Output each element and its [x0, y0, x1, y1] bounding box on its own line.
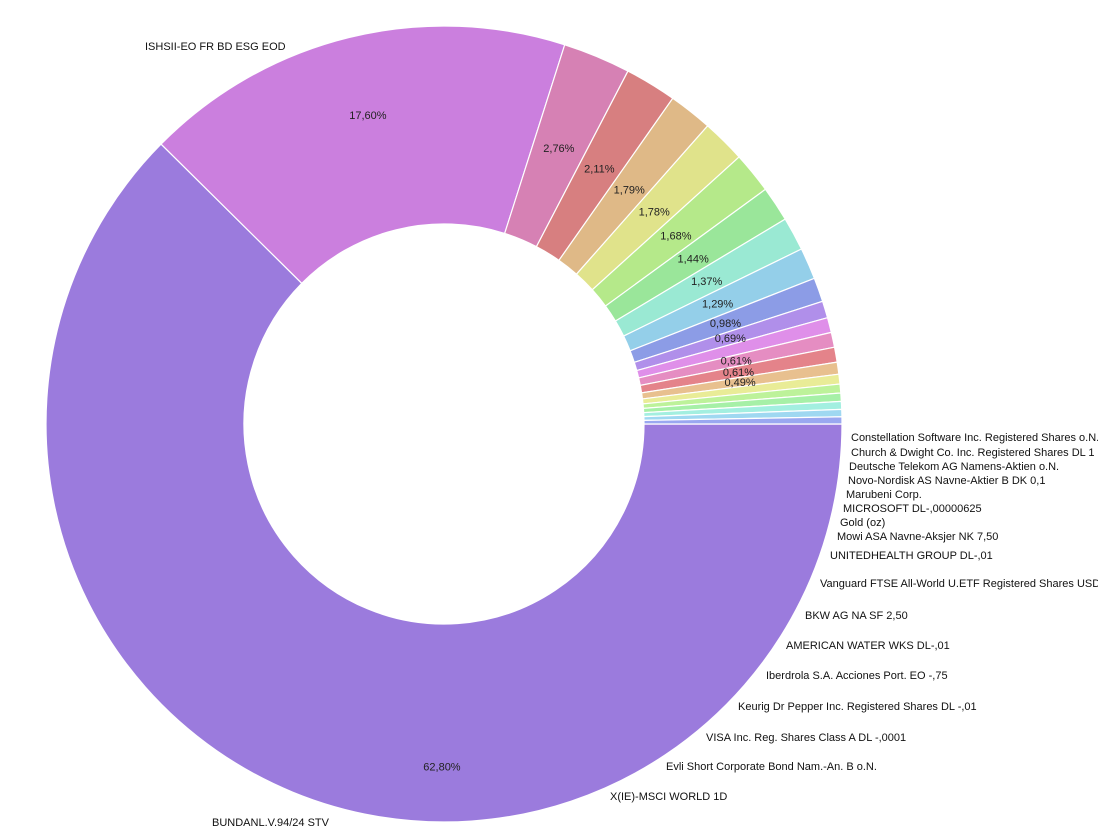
name-label-marubeni-corp: Marubeni Corp.: [846, 489, 922, 501]
name-labels-layer: ISHSII-EO FR BD ESG EOD BUNDANL.V.94/24 S…: [145, 41, 1098, 829]
percent-label-x-ie-msci-world-1d: 2,76%: [543, 143, 574, 155]
percent-label-bundanl-v-94-24-stv: 17,60%: [349, 110, 387, 122]
name-label-gold-oz: Gold (oz): [840, 517, 885, 529]
percent-label-vanguard-ftse-all-world-u-etf-registered-shares-usd-d: 1,29%: [702, 298, 733, 310]
name-label-deutsche-telekom-ag-namens-aktien-o-n: Deutsche Telekom AG Namens-Aktien o.N.: [849, 461, 1059, 473]
percent-labels-layer: 62,80% 17,60% 2,76% 2,11% 1,79% 1,78% 1,68% 1,4…: [349, 110, 756, 773]
name-label-church-dwight-co-inc-registered-shares-dl-1: Church & Dwight Co. Inc. Registered Shar…: [851, 447, 1095, 459]
percent-label-ishsii-eo-fr-bd-esg-eod: 62,80%: [423, 761, 461, 773]
name-label-bkw-ag-na-sf-2-50: BKW AG NA SF 2,50: [805, 610, 908, 622]
slice-slice-21[interactable]: [643, 416, 843, 425]
percent-label-iberdrola-s-a-acciones-port-eo-75: 1,68%: [660, 230, 691, 242]
name-label-visa-inc-reg-shares-class-a-dl-0001: VISA Inc. Reg. Shares Class A DL -,0001: [706, 732, 906, 744]
name-label-iberdrola-s-a-acciones-port-eo-75: Iberdrola S.A. Acciones Port. EO -,75: [766, 670, 948, 682]
name-label-vanguard-ftse-all-world-u-etf-registered-shares-usd-d: Vanguard FTSE All-World U.ETF Registered…: [820, 578, 1098, 590]
name-label-constellation-software-inc-registered-shares-o-n: Constellation Software Inc. Registered S…: [851, 432, 1098, 444]
percent-label-mowi-asa-navne-aksjer-nk-7-50: 0,69%: [715, 333, 746, 345]
percent-label-novo-nordisk-as-navne-aktier-b-dk-0-1: 0,49%: [724, 377, 755, 389]
name-label-x-ie-msci-world-1d: X(IE)-MSCI WORLD 1D: [610, 791, 727, 803]
percent-label-visa-inc-reg-shares-class-a-dl-0001: 1,79%: [614, 184, 645, 196]
name-label-mowi-asa-navne-aksjer-nk-7-50: Mowi ASA Navne-Aksjer NK 7,50: [837, 531, 998, 543]
percent-label-keurig-dr-pepper-inc-registered-shares-dl-01: 1,78%: [639, 206, 670, 218]
name-label-unitedhealth-group-dl-01: UNITEDHEALTH GROUP DL-,01: [830, 550, 993, 562]
slice-ishsii-eo-fr-bd-esg-eod[interactable]: [45, 143, 843, 823]
percent-label-unitedhealth-group-dl-01: 0,98%: [710, 318, 741, 330]
name-label-microsoft-dl-00000625: MICROSOFT DL-,00000625: [843, 503, 982, 515]
name-label-bundanl-v-94-24-stv: BUNDANL.V.94/24 STV: [212, 817, 330, 829]
name-label-evli-short-corporate-bond-nam-an-b-o-n: Evli Short Corporate Bond Nam.-An. B o.N…: [666, 761, 877, 773]
percent-label-evli-short-corporate-bond-nam-an-b-o-n: 2,11%: [584, 164, 615, 176]
name-label-novo-nordisk-as-navne-aktier-b-dk-0-1: Novo-Nordisk AS Navne-Aktier B DK 0,1: [848, 475, 1045, 487]
percent-label-marubeni-corp: 0,61%: [723, 367, 754, 379]
percent-label-microsoft-dl-00000625: 0,61%: [721, 356, 752, 368]
name-label-ishsii-eo-fr-bd-esg-eod: ISHSII-EO FR BD ESG EOD: [145, 41, 286, 53]
slice-bundanl-v-94-24-stv[interactable]: [160, 25, 566, 285]
percent-label-bkw-ag-na-sf-2-50: 1,37%: [691, 276, 722, 288]
slices-layer: [45, 25, 843, 823]
name-label-keurig-dr-pepper-inc-registered-shares-dl-01: Keurig Dr Pepper Inc. Registered Shares …: [738, 701, 977, 713]
percent-label-american-water-wks-dl-01: 1,44%: [678, 254, 709, 266]
name-label-american-water-wks-dl-01: AMERICAN WATER WKS DL-,01: [786, 640, 950, 652]
